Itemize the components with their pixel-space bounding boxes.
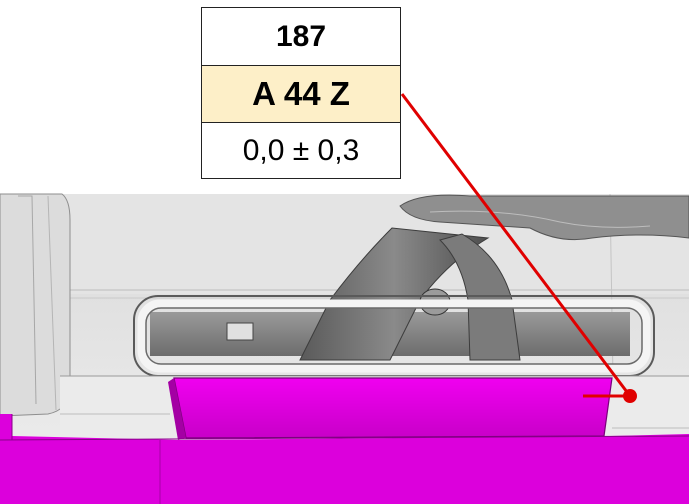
upper-bracket [399, 194, 689, 241]
highlighted-base [0, 414, 689, 504]
left-wall [0, 193, 71, 417]
slot-frame [133, 295, 655, 377]
label-tolerance: 0,0 ± 0,3 [242, 133, 360, 167]
leader-line [400, 93, 637, 403]
target-point [623, 389, 637, 403]
label-code: A 44 Z [202, 65, 400, 123]
label-id: 187 [275, 19, 327, 53]
measurement-label: 187 A 44 Z 0,0 ± 0,3 [201, 7, 401, 179]
highlighted-face [168, 377, 613, 440]
